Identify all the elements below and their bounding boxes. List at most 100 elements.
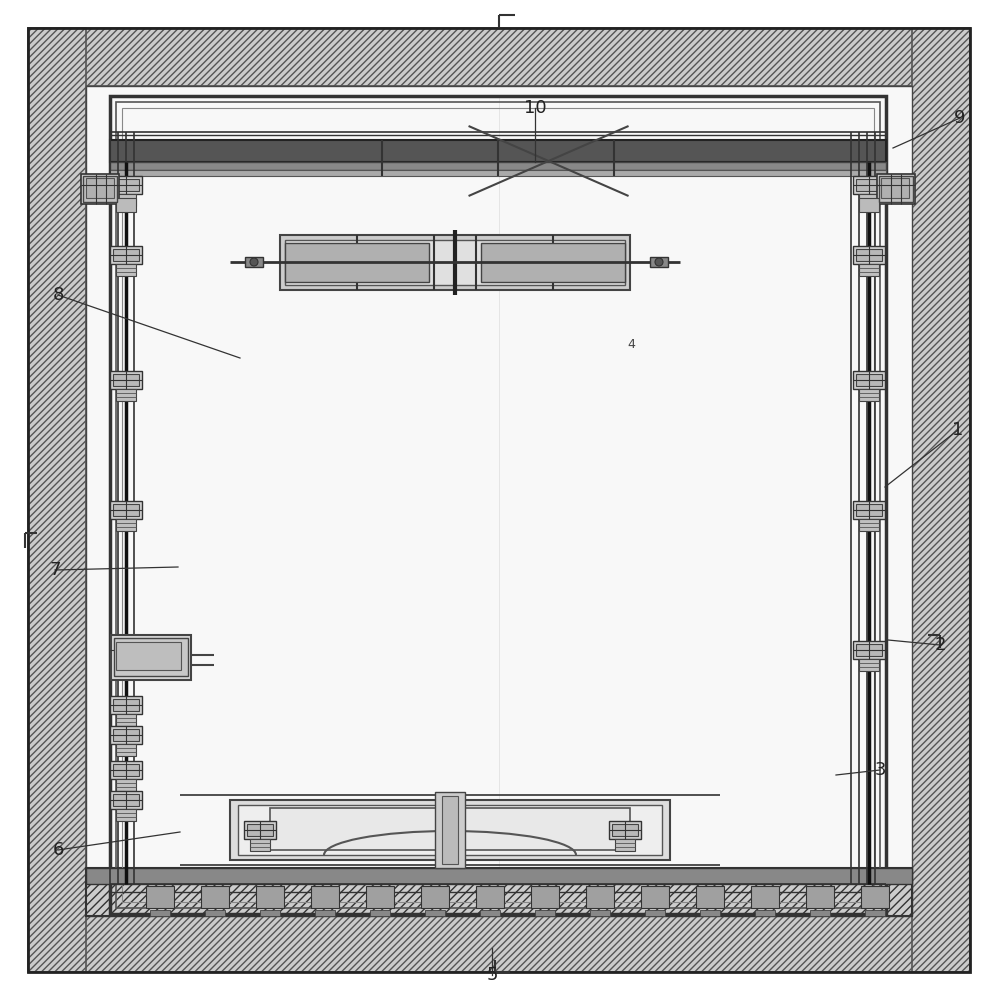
Text: 5: 5 [486,966,498,984]
Text: 4: 4 [627,338,635,352]
Bar [859,659,879,671]
Bar [113,249,139,261]
Bar [150,910,170,916]
Bar [853,371,885,389]
Bar [700,910,720,916]
Bar [113,764,139,776]
Bar [856,504,882,516]
Bar [110,96,886,914]
Bar [244,821,276,839]
Bar [370,910,390,916]
Bar [116,389,136,401]
Bar [110,761,142,779]
Bar [110,176,142,194]
Bar [641,886,669,908]
Bar [110,170,886,176]
Bar [881,178,909,198]
Bar [113,794,139,806]
Text: 2: 2 [934,636,946,654]
Bar [859,194,879,206]
Bar [366,886,394,908]
Bar [113,644,139,656]
Bar [122,108,874,902]
Text: 3: 3 [874,761,886,779]
Bar [285,240,625,285]
Bar [260,910,280,916]
Bar [28,28,86,972]
Bar [856,249,882,261]
Bar [285,243,429,282]
Bar [110,162,886,170]
Text: 6: 6 [52,841,64,859]
Bar [859,264,879,276]
Bar [280,235,630,290]
Bar [650,257,668,267]
Bar [110,371,142,389]
Circle shape [250,258,258,266]
Text: 9: 9 [954,109,966,127]
Text: 10: 10 [524,99,546,117]
Bar [116,194,136,206]
Bar [110,726,142,744]
Bar [238,805,662,855]
Bar [859,389,879,401]
Bar [590,910,610,916]
Bar [861,886,889,908]
Bar [755,910,775,916]
Bar [245,257,263,267]
Bar [28,914,970,972]
Bar [110,140,886,162]
Bar [86,178,114,198]
Bar [315,910,335,916]
Bar [481,243,625,282]
Bar [116,659,136,671]
Bar [113,699,139,711]
Bar [114,638,188,676]
Circle shape [655,258,663,266]
Bar [696,886,724,908]
Bar [912,28,970,972]
Bar [116,809,136,821]
Bar [247,824,273,836]
Bar [421,886,449,908]
Bar [116,744,136,756]
Bar [110,246,142,264]
Bar [110,641,142,659]
Bar [480,910,500,916]
Bar [81,174,119,204]
Bar [877,174,915,204]
Bar [865,910,885,916]
Bar [146,886,174,908]
Bar [28,28,970,86]
Bar [531,886,559,908]
Bar [612,824,638,836]
Bar [250,839,270,851]
Bar [806,886,834,908]
Bar [853,246,885,264]
Bar [86,86,912,916]
Bar [859,198,879,212]
Bar [425,910,445,916]
Bar [856,179,882,191]
Bar [113,179,139,191]
Bar [111,635,191,680]
Bar [853,641,885,659]
Bar [535,910,555,916]
Bar [116,519,136,531]
Bar [615,839,635,851]
Bar [116,642,181,670]
Bar [435,792,465,868]
Bar [116,264,136,276]
Text: 1: 1 [952,421,964,439]
Bar [856,374,882,386]
Bar [230,800,670,860]
Bar [609,821,641,839]
Bar [86,868,912,884]
Bar [116,198,136,212]
Bar [110,791,142,809]
Bar [751,886,779,908]
Bar [201,886,229,908]
Bar [879,176,913,202]
Bar [586,886,614,908]
Bar [853,176,885,194]
